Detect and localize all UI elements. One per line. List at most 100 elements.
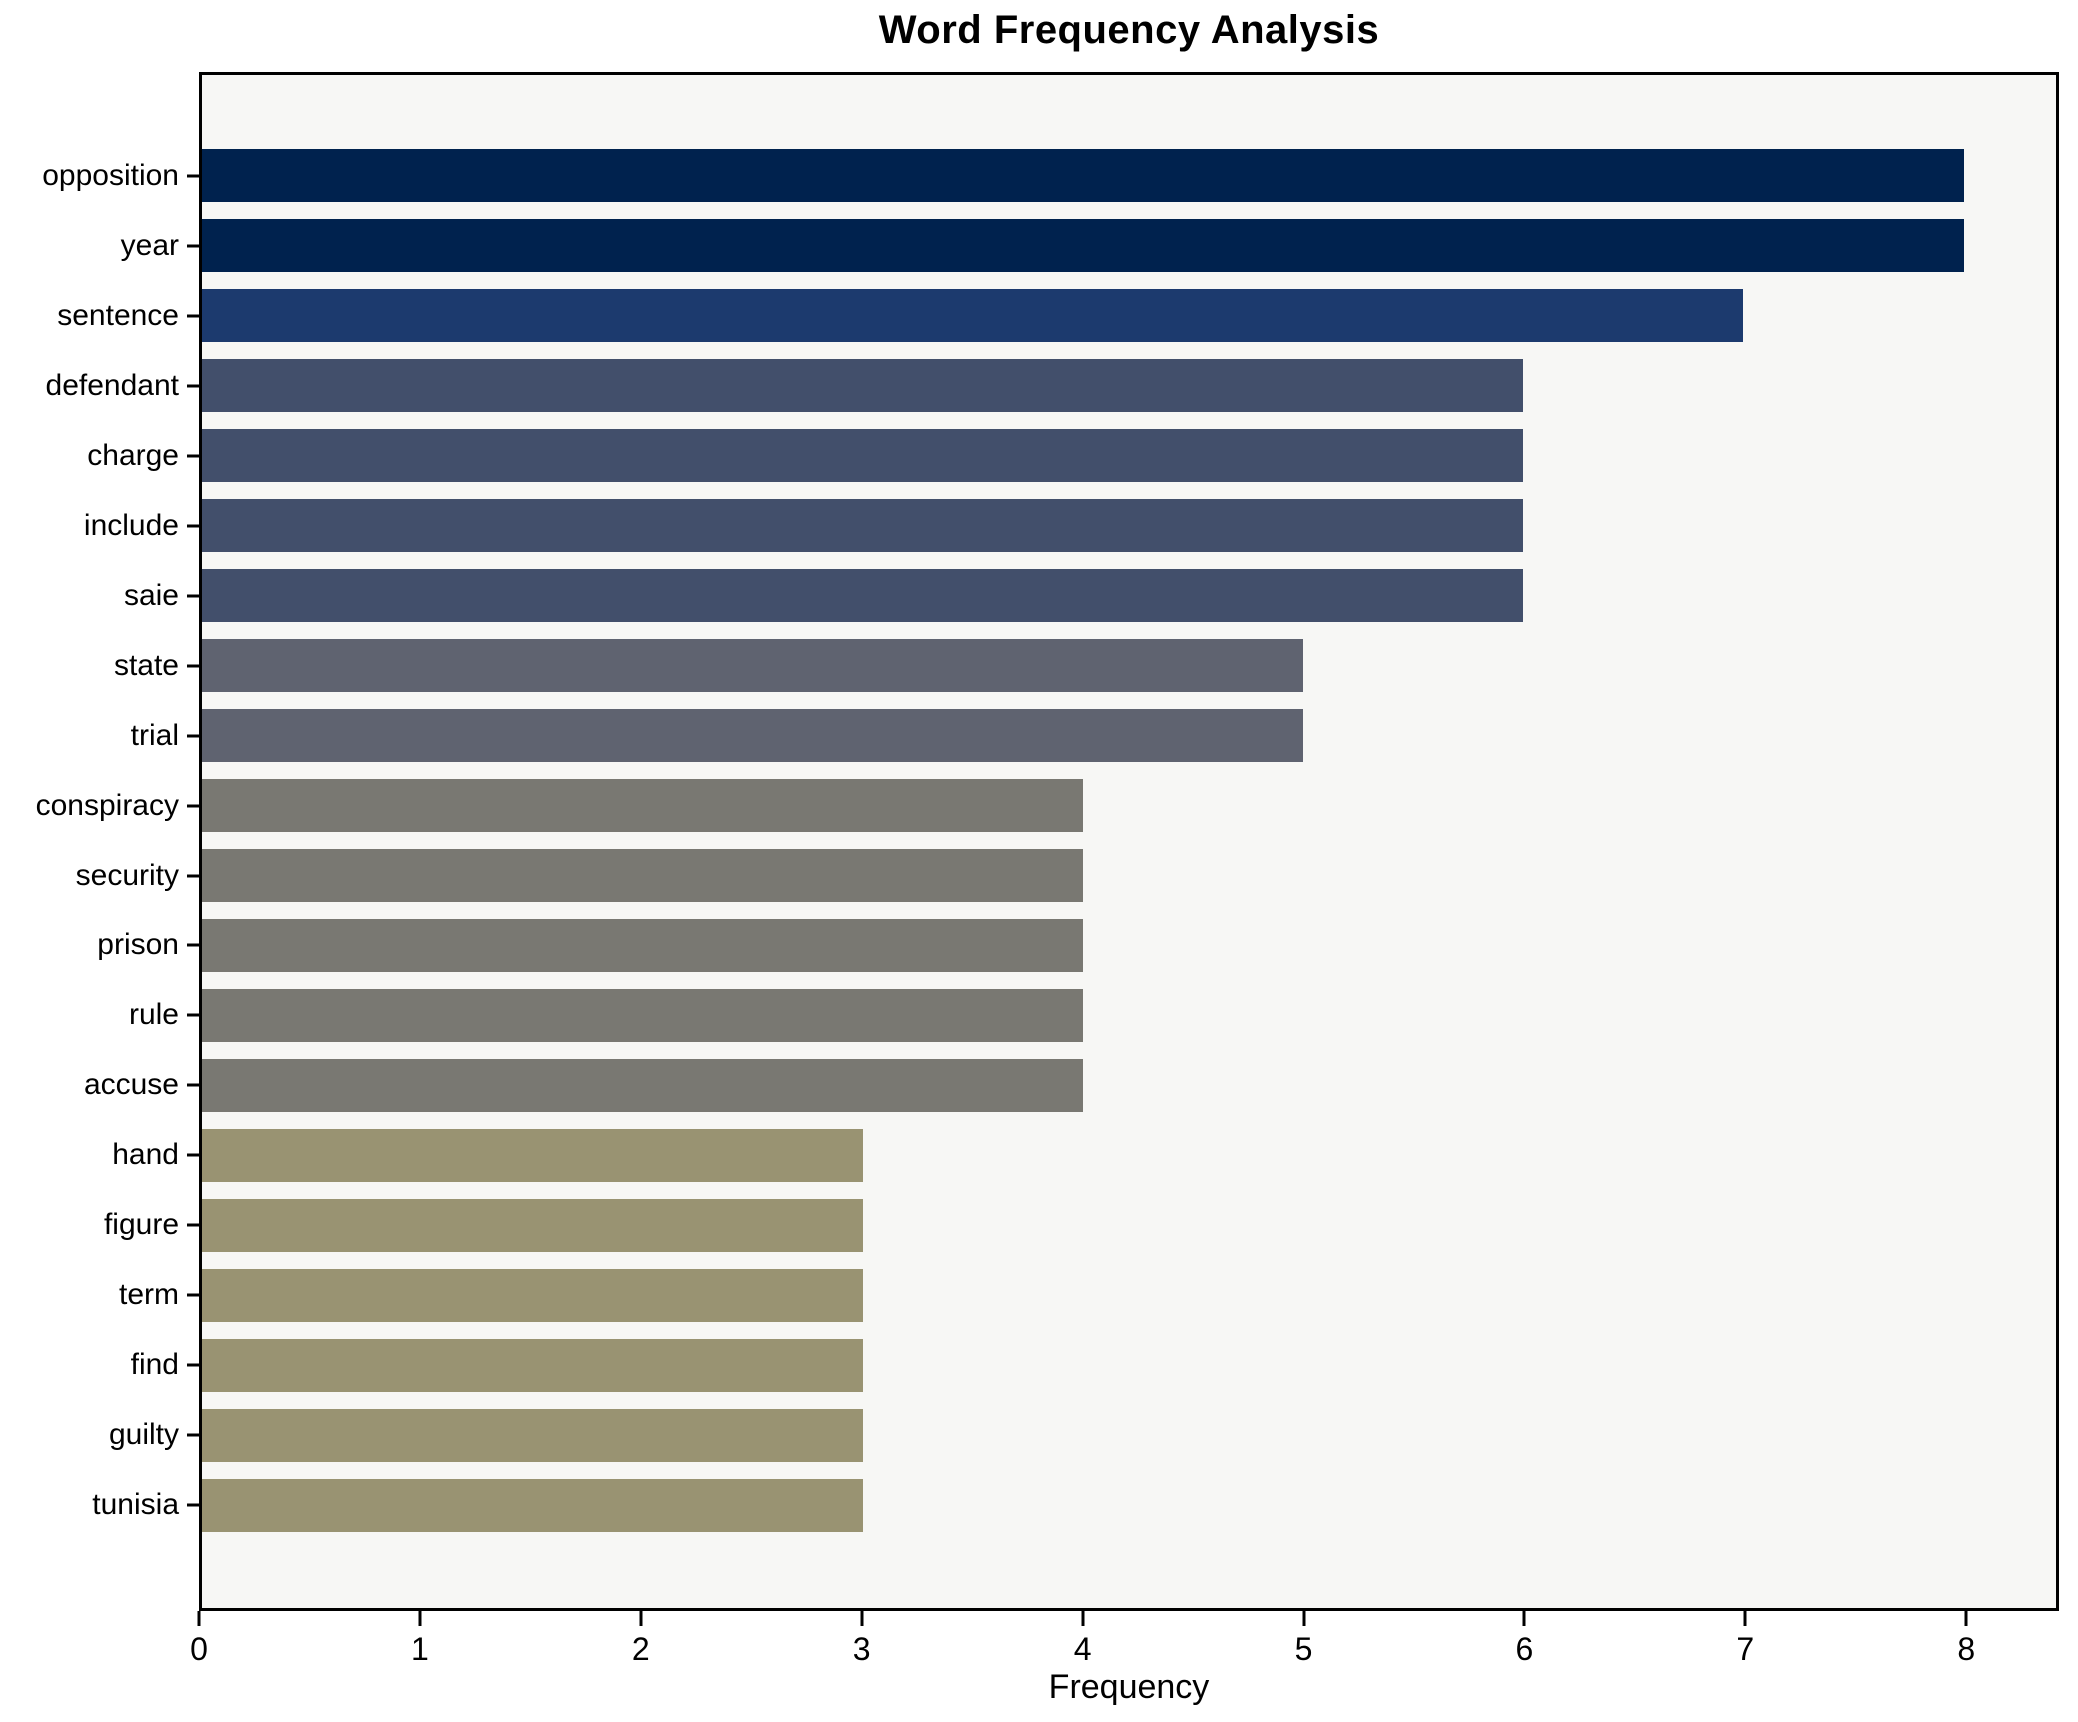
x-tick-label: 0: [190, 1631, 208, 1667]
y-tick-mark: [187, 734, 199, 738]
x-tick-label: 4: [1073, 1631, 1092, 1667]
y-tick-mark: [187, 1503, 199, 1507]
bar-row: conspiracy: [36, 771, 2056, 841]
bar-row: state: [114, 631, 2056, 701]
y-tick-label: saie: [123, 578, 179, 612]
bar-saie: [202, 569, 1524, 623]
bar-charge: [202, 429, 1524, 483]
bar-find: [202, 1338, 863, 1392]
x-tick-label: 3: [852, 1631, 871, 1667]
y-tick-mark: [187, 1223, 199, 1227]
bar-row: term: [119, 1260, 2056, 1330]
y-tick-mark: [187, 804, 199, 808]
x-tick-label: 6: [1515, 1631, 1534, 1667]
y-tick-label: term: [119, 1278, 179, 1312]
y-tick-label: include: [83, 508, 179, 542]
bar-row: figure: [104, 1190, 2056, 1260]
x-tick-mark: [197, 1611, 201, 1626]
bar-rows: opposition year sentence defendant charge inc…: [36, 141, 2056, 1540]
x-tick-mark: [1302, 1611, 1305, 1626]
y-tick-label: rule: [128, 998, 179, 1032]
bar-row: find: [131, 1330, 2056, 1400]
bar-tunisia: [202, 1478, 863, 1532]
bar-row: opposition: [42, 141, 2056, 211]
bar-row: saie: [124, 561, 2056, 631]
bar-year: [202, 219, 1964, 273]
y-tick-mark: [187, 384, 199, 388]
chart-title: Word Frequency Analysis: [878, 8, 1380, 52]
bar-include: [202, 499, 1524, 553]
x-tick-mark: [1522, 1611, 1526, 1626]
y-tick-label: guilty: [108, 1418, 179, 1452]
bar-row: guilty: [109, 1400, 2056, 1470]
y-tick-mark: [187, 1433, 199, 1437]
y-tick-mark: [187, 454, 199, 458]
bar-sentence: [202, 289, 1744, 343]
y-tick-mark: [187, 1363, 199, 1367]
bar-row: accuse: [84, 1050, 2056, 1120]
y-tick-label: charge: [87, 438, 179, 472]
y-tick-label: year: [120, 228, 179, 262]
bar-row: tunisia: [92, 1470, 2056, 1540]
y-tick-mark: [187, 1013, 199, 1017]
bar-prison: [202, 918, 1083, 972]
bar-trial: [202, 709, 1303, 763]
x-tick-mark: [860, 1611, 864, 1626]
y-tick-label: state: [113, 648, 179, 682]
bar-conspiracy: [202, 779, 1083, 833]
x-tick-mark: [639, 1611, 643, 1626]
y-tick-label: trial: [130, 718, 179, 752]
bar-row: prison: [97, 910, 2056, 980]
y-tick-mark: [187, 244, 199, 248]
y-tick-mark: [187, 174, 199, 178]
y-tick-label: find: [130, 1348, 179, 1382]
bar-row: sentence: [57, 281, 2056, 351]
y-tick-label: figure: [103, 1208, 179, 1242]
y-tick-mark: [187, 1083, 199, 1087]
x-axis-title: Frequency: [1048, 1668, 1210, 1706]
y-tick-label: conspiracy: [35, 788, 179, 822]
x-tick-mark: [1743, 1611, 1747, 1626]
x-tick-mark: [418, 1611, 422, 1626]
bar-defendant: [202, 359, 1524, 413]
plot-area: opposition year sentence defendant charge inc…: [36, 72, 2059, 1611]
bar-row: year: [121, 211, 2056, 281]
x-tick-label: 1: [410, 1631, 429, 1667]
x-axis: 0 1 2 3 4 5 6 7 8: [190, 1611, 2059, 1691]
y-tick-label: tunisia: [92, 1488, 179, 1522]
y-tick-mark: [187, 524, 199, 528]
y-tick-mark: [187, 594, 199, 598]
y-tick-label: accuse: [83, 1068, 179, 1102]
bar-accuse: [202, 1058, 1083, 1112]
bar-state: [202, 639, 1303, 693]
y-tick-label: security: [75, 858, 179, 892]
y-tick-mark: [187, 943, 199, 947]
y-tick-label: opposition: [42, 158, 179, 192]
bar-rule: [202, 988, 1083, 1042]
bar-row: rule: [129, 980, 2056, 1050]
bar-row: hand: [112, 1120, 2056, 1190]
y-tick-mark: [187, 1293, 199, 1297]
bar-row: include: [84, 491, 2056, 561]
y-tick-mark: [187, 664, 199, 668]
x-tick-label: 7: [1736, 1631, 1755, 1667]
bar-hand: [202, 1128, 863, 1182]
x-tick-label: 8: [1957, 1631, 1976, 1667]
y-tick-mark: [187, 314, 199, 318]
y-tick-mark: [187, 1153, 199, 1157]
y-tick-label: sentence: [57, 298, 179, 332]
bar-security: [202, 849, 1083, 902]
bar-row: trial: [131, 701, 2056, 771]
bar-guilty: [202, 1408, 863, 1462]
y-tick-label: defendant: [45, 368, 179, 402]
x-tick-mark: [1964, 1611, 1968, 1626]
x-tick-label: 2: [631, 1631, 650, 1667]
x-tick-mark: [1081, 1611, 1085, 1626]
bar-row: security: [76, 841, 2056, 911]
bar-figure: [202, 1198, 863, 1252]
y-tick-label: hand: [112, 1138, 179, 1172]
bar-row: charge: [87, 421, 2056, 491]
y-tick-label: prison: [97, 928, 179, 962]
y-tick-mark: [187, 874, 199, 877]
bar-opposition: [202, 149, 1964, 203]
